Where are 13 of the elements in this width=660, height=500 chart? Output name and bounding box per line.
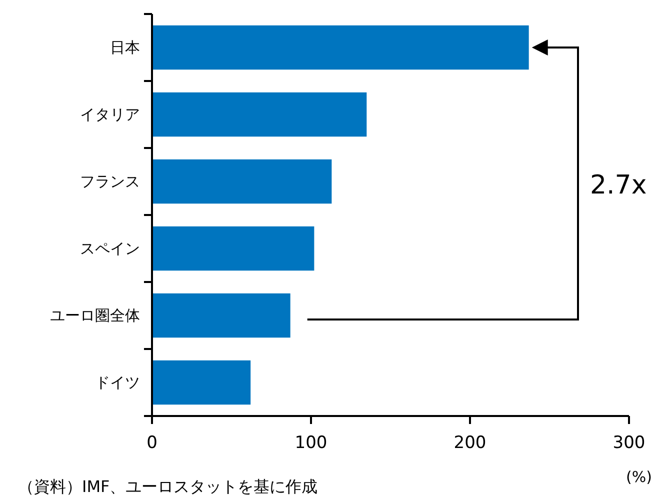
text: （資料）IMF、ユーロスタットを基に作成 <box>18 477 318 496</box>
y-tick-label: 日本 <box>110 38 140 56</box>
y-tick-label: イタリア <box>80 106 140 124</box>
x-tick-label: 300 <box>612 433 646 453</box>
annotation: 2.7x <box>590 170 647 200</box>
x-tick-label: 100 <box>294 433 328 453</box>
x-axis-title: (%) <box>626 468 652 486</box>
x-tick-label: 200 <box>454 433 486 453</box>
y-tick-label: ドイツ <box>95 374 140 392</box>
y-tick-label: フランス <box>80 172 140 190</box>
y-tick-label: ユーロ圏全体 <box>50 306 140 324</box>
x-tick-label: 0 <box>146 433 158 453</box>
y-tick-label: スペイン <box>80 240 140 258</box>
